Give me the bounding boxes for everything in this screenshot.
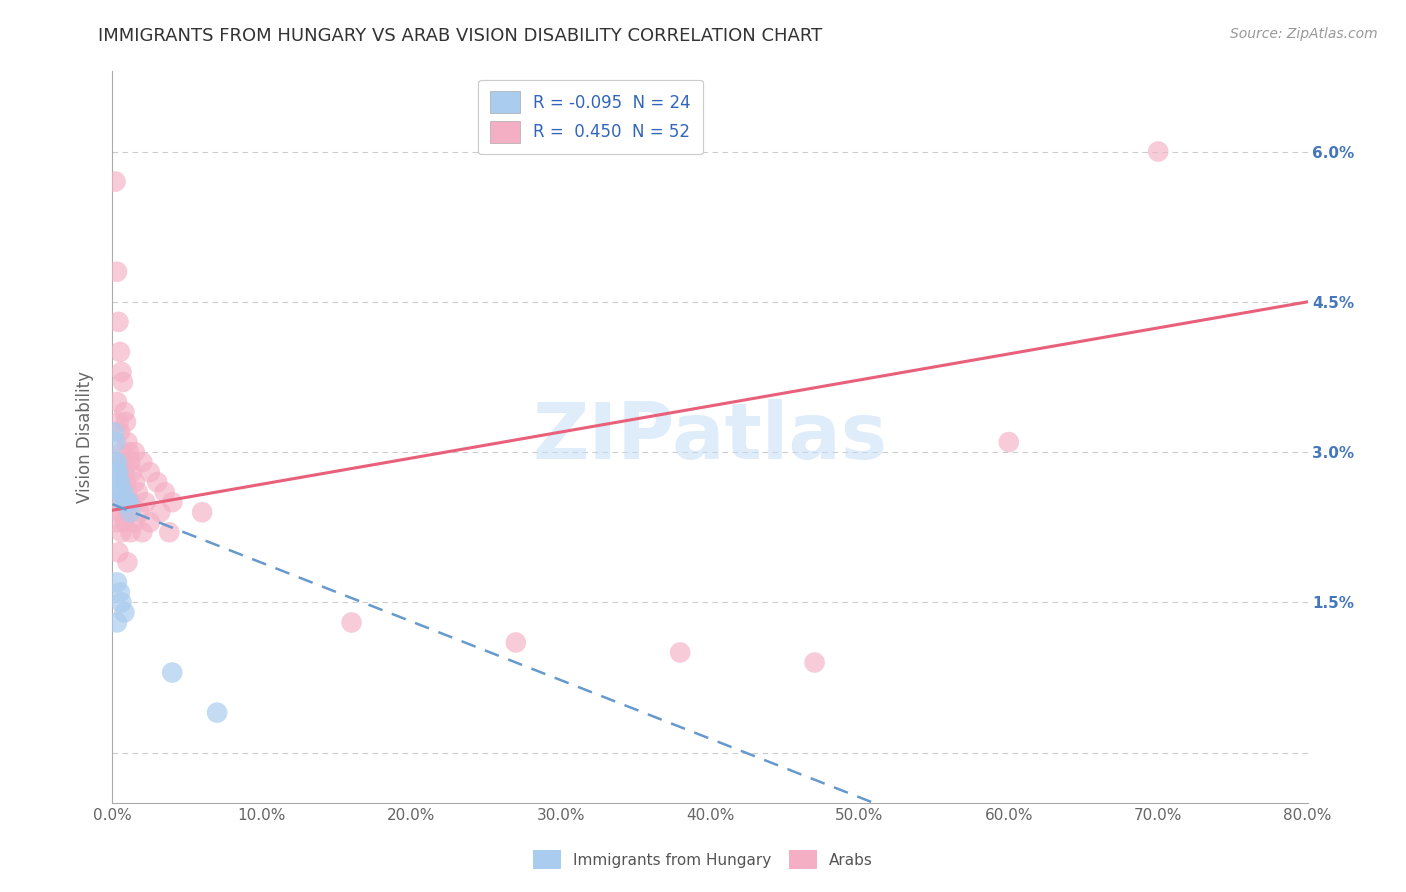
Point [105, 395, 128, 409]
Point [146, 475, 169, 490]
Text: Source: ZipAtlas.com: Source: ZipAtlas.com [1230, 27, 1378, 41]
Legend: R = -0.095  N = 24, R =  0.450  N = 52: R = -0.095 N = 24, R = 0.450 N = 52 [478, 79, 703, 154]
Point [121, 465, 143, 479]
Point [153, 485, 176, 500]
Point [157, 525, 180, 540]
Point [162, 495, 183, 509]
Y-axis label: Vision Disability: Vision Disability [76, 371, 94, 503]
Point [110, 595, 132, 609]
Point [107, 415, 129, 429]
Point [114, 515, 135, 529]
Point [108, 585, 131, 599]
Point [117, 555, 139, 569]
Point [107, 465, 129, 479]
Point [114, 495, 135, 509]
Point [134, 495, 156, 509]
Point [803, 656, 825, 670]
Point [108, 345, 131, 359]
Point [162, 665, 183, 680]
Text: ZIPatlas: ZIPatlas [533, 399, 887, 475]
Point [120, 505, 142, 519]
Point [117, 495, 139, 509]
Point [505, 635, 527, 649]
Point [149, 505, 172, 519]
Point [107, 545, 129, 559]
Point [120, 525, 142, 540]
Point [115, 475, 138, 490]
Point [114, 465, 135, 479]
Point [124, 445, 146, 459]
Point [105, 575, 128, 590]
Point [111, 485, 134, 500]
Point [104, 435, 127, 450]
Point [105, 455, 128, 469]
Text: IMMIGRANTS FROM HUNGARY VS ARAB VISION DISABILITY CORRELATION CHART: IMMIGRANTS FROM HUNGARY VS ARAB VISION D… [98, 27, 823, 45]
Point [998, 435, 1021, 450]
Point [139, 515, 162, 529]
Point [131, 455, 153, 469]
Point [110, 485, 132, 500]
Point [118, 445, 141, 459]
Legend: Immigrants from Hungary, Arabs: Immigrants from Hungary, Arabs [527, 844, 879, 875]
Point [117, 505, 139, 519]
Point [669, 646, 692, 660]
Point [107, 495, 129, 509]
Point [139, 465, 162, 479]
Point [191, 505, 214, 519]
Point [104, 455, 127, 469]
Point [104, 175, 127, 189]
Point [114, 405, 135, 419]
Point [114, 606, 135, 620]
Point [105, 515, 128, 529]
Point [108, 475, 131, 490]
Point [131, 525, 153, 540]
Point [108, 485, 131, 500]
Point [107, 475, 129, 490]
Point [120, 455, 142, 469]
Point [118, 495, 141, 509]
Point [1147, 145, 1170, 159]
Point [127, 485, 149, 500]
Point [108, 505, 131, 519]
Point [110, 525, 132, 540]
Point [205, 706, 228, 720]
Point [105, 615, 128, 630]
Point [107, 315, 129, 329]
Point [105, 265, 128, 279]
Point [117, 485, 139, 500]
Point [115, 415, 138, 429]
Point [111, 455, 134, 469]
Point [128, 505, 150, 519]
Point [111, 375, 134, 389]
Point [110, 445, 132, 459]
Point [124, 475, 146, 490]
Point [120, 495, 142, 509]
Point [108, 425, 131, 439]
Point [110, 365, 132, 379]
Point [117, 435, 139, 450]
Point [115, 495, 138, 509]
Point [105, 465, 128, 479]
Point [340, 615, 363, 630]
Point [111, 495, 134, 509]
Point [124, 515, 146, 529]
Point [103, 425, 125, 439]
